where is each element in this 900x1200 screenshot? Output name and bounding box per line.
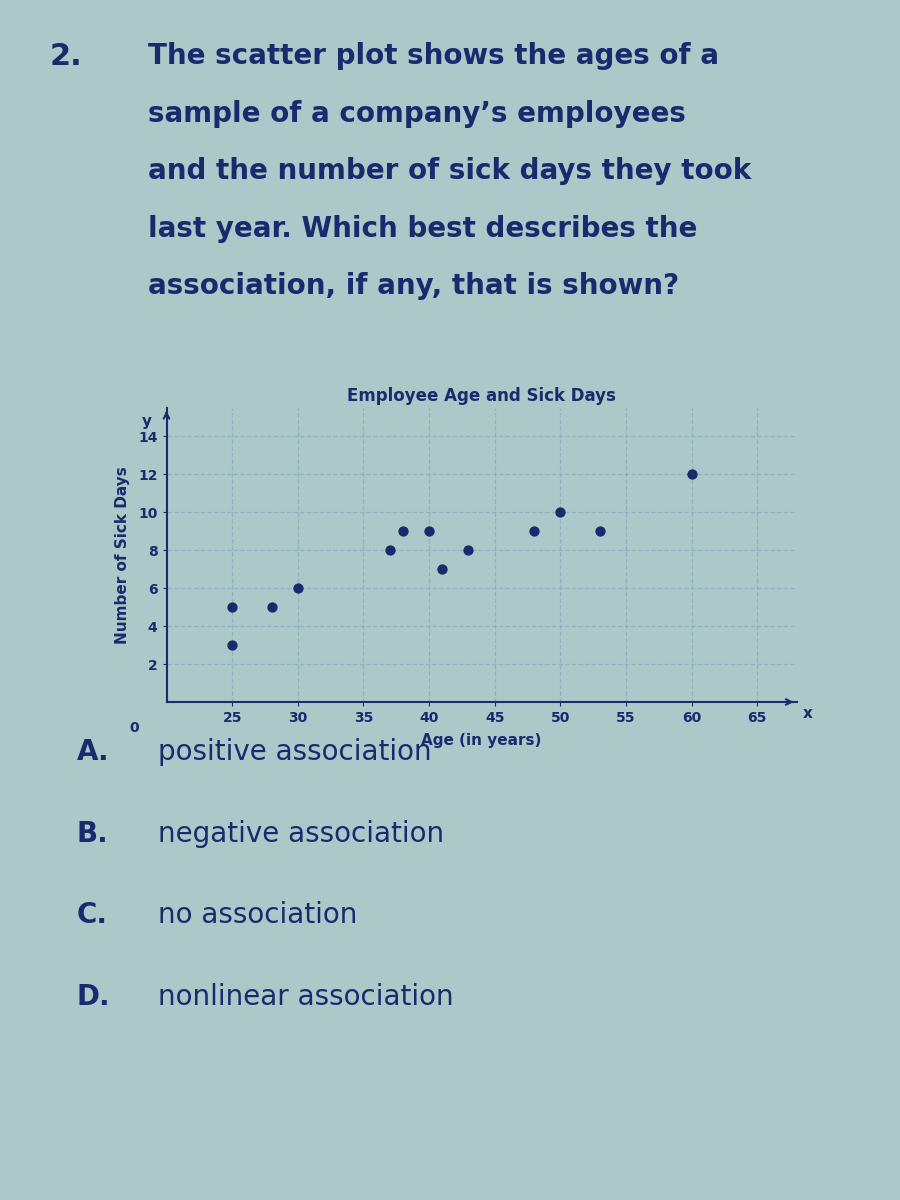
Point	[265, 598, 279, 617]
Point	[435, 559, 449, 578]
Point	[684, 464, 698, 484]
Text: no association: no association	[158, 901, 357, 929]
Text: x: x	[803, 706, 813, 721]
Point	[382, 541, 397, 560]
Text: positive association: positive association	[158, 738, 431, 766]
Point	[291, 578, 305, 598]
Text: negative association: negative association	[158, 820, 444, 847]
Point	[225, 598, 239, 617]
Point	[592, 522, 607, 541]
Text: D.: D.	[76, 983, 110, 1010]
Text: y: y	[142, 414, 152, 428]
Text: The scatter plot shows the ages of a: The scatter plot shows the ages of a	[148, 42, 719, 70]
Point	[461, 541, 475, 560]
Y-axis label: Number of Sick Days: Number of Sick Days	[114, 466, 130, 644]
Text: last year. Which best describes the: last year. Which best describes the	[148, 215, 698, 242]
Point	[526, 522, 541, 541]
Text: 2.: 2.	[50, 42, 82, 71]
Text: 0: 0	[129, 721, 139, 734]
Point	[553, 503, 568, 522]
Text: nonlinear association: nonlinear association	[158, 983, 453, 1010]
X-axis label: Age (in years): Age (in years)	[421, 733, 542, 749]
Text: and the number of sick days they took: and the number of sick days they took	[148, 157, 751, 185]
Point	[396, 522, 410, 541]
Point	[225, 636, 239, 655]
Text: B.: B.	[76, 820, 108, 847]
Point	[422, 522, 436, 541]
Text: C.: C.	[76, 901, 107, 929]
Text: association, if any, that is shown?: association, if any, that is shown?	[148, 272, 680, 300]
Text: sample of a company’s employees: sample of a company’s employees	[148, 100, 687, 127]
Text: A.: A.	[76, 738, 109, 766]
Title: Employee Age and Sick Days: Employee Age and Sick Days	[347, 388, 616, 406]
